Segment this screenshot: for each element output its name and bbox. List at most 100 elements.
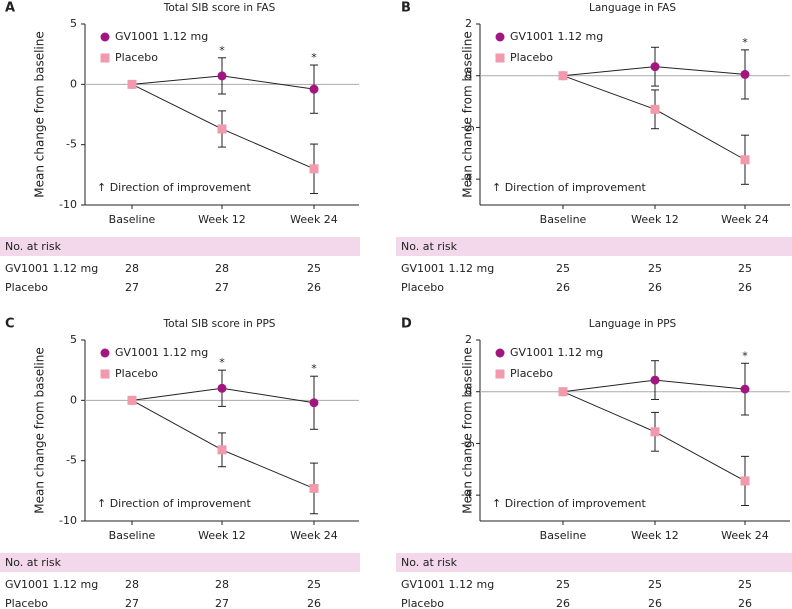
significance-marker: * <box>219 44 225 57</box>
legend-marker <box>495 348 505 358</box>
chart-title: Language in PPS <box>589 318 677 330</box>
point <box>217 124 227 134</box>
point <box>650 375 660 385</box>
legend-marker <box>100 32 110 42</box>
point <box>127 395 137 405</box>
risk-value: 26 <box>307 281 321 294</box>
legend-marker <box>495 369 505 379</box>
risk-row-label: GV1001 1.12 mg <box>401 262 494 275</box>
risk-value: 27 <box>125 281 139 294</box>
risk-title: No. at risk <box>401 556 458 569</box>
legend-marker <box>100 369 110 379</box>
note: ↑ Direction of improvement <box>97 497 251 510</box>
significance-marker: * <box>742 36 748 49</box>
risk-title: No. at risk <box>401 240 458 253</box>
significance-marker: * <box>311 362 317 375</box>
note: ↑ Direction of improvement <box>492 181 646 194</box>
chart-title: Language in FAS <box>589 2 676 14</box>
risk-value: 28 <box>215 578 229 591</box>
risk-band <box>396 237 792 256</box>
y-tick-label: 0 <box>70 77 77 90</box>
legend-marker <box>495 32 505 42</box>
risk-value: 25 <box>738 578 752 591</box>
note: ↑ Direction of improvement <box>97 181 251 194</box>
legend-label: GV1001 1.12 mg <box>510 346 603 359</box>
y-tick-label: -2 <box>461 436 472 449</box>
x-tick-label: Week 12 <box>631 213 679 226</box>
point <box>217 445 227 455</box>
risk-value: 25 <box>556 262 570 275</box>
y-tick-label: 5 <box>70 17 77 30</box>
point <box>740 384 750 394</box>
risk-value: 27 <box>215 281 229 294</box>
risk-value: 25 <box>738 262 752 275</box>
y-tick-label: 2 <box>465 333 472 346</box>
chart-title: Total SIB score in PPS <box>163 318 276 330</box>
y-tick-label: 5 <box>70 333 77 346</box>
x-tick-label: Baseline <box>109 529 156 542</box>
y-tick-label: -5 <box>66 454 77 467</box>
series-line <box>131 399 315 489</box>
x-tick-label: Week 24 <box>290 529 338 542</box>
point <box>217 71 227 81</box>
point <box>217 383 227 393</box>
point <box>309 164 319 174</box>
panel: B Language in FAS Mean change from baselin… <box>396 1 792 294</box>
legend-label: GV1001 1.12 mg <box>510 30 603 43</box>
x-tick-label: Week 12 <box>198 213 246 226</box>
risk-row-label: GV1001 1.12 mg <box>401 578 494 591</box>
risk-value: 28 <box>215 262 229 275</box>
risk-band <box>0 237 360 256</box>
y-axis-label: Mean change from baseline <box>461 347 475 514</box>
legend-marker <box>495 53 505 63</box>
risk-value: 25 <box>307 578 321 591</box>
risk-row-label: GV1001 1.12 mg <box>5 262 98 275</box>
risk-value: 25 <box>648 578 662 591</box>
panel: A Total SIB score in FAS Mean change from … <box>0 1 360 294</box>
x-tick-label: Week 24 <box>290 213 338 226</box>
y-tick-label: -10 <box>59 198 77 211</box>
risk-value: 26 <box>738 281 752 294</box>
point <box>309 483 319 493</box>
legend-marker <box>100 348 110 358</box>
risk-value: 27 <box>215 597 229 609</box>
point <box>309 398 319 408</box>
panel-letter: B <box>401 1 411 16</box>
point <box>127 79 137 89</box>
panel: C Total SIB score in PPS Mean change from … <box>0 317 360 609</box>
risk-value: 27 <box>125 597 139 609</box>
risk-value: 26 <box>648 281 662 294</box>
risk-value: 25 <box>556 578 570 591</box>
risk-band <box>396 553 792 572</box>
risk-band <box>0 553 360 572</box>
panel-letter: D <box>401 317 412 332</box>
x-tick-label: Baseline <box>540 213 587 226</box>
significance-marker: * <box>742 349 748 362</box>
risk-title: No. at risk <box>5 556 62 569</box>
risk-row-label: Placebo <box>401 281 444 294</box>
x-tick-label: Week 12 <box>631 529 679 542</box>
legend-label: GV1001 1.12 mg <box>115 346 208 359</box>
legend-label: Placebo <box>510 367 553 380</box>
x-tick-label: Baseline <box>540 529 587 542</box>
point <box>740 155 750 165</box>
y-tick-label: -2 <box>461 120 472 133</box>
risk-row-label: GV1001 1.12 mg <box>5 578 98 591</box>
y-tick-label: -4 <box>461 172 472 185</box>
risk-value: 26 <box>556 281 570 294</box>
point <box>309 84 319 94</box>
x-tick-label: Week 24 <box>721 213 769 226</box>
y-tick-label: -10 <box>59 514 77 527</box>
legend-label: Placebo <box>115 51 158 64</box>
panel-letter: C <box>5 317 15 332</box>
note: ↑ Direction of improvement <box>492 497 646 510</box>
risk-row-label: Placebo <box>401 597 444 609</box>
series-line <box>562 391 746 482</box>
legend-marker <box>100 53 110 63</box>
significance-marker: * <box>311 51 317 64</box>
y-tick-label: 0 <box>465 385 472 398</box>
y-tick-label: 2 <box>465 17 472 30</box>
risk-value: 25 <box>307 262 321 275</box>
y-tick-label: 0 <box>465 69 472 82</box>
